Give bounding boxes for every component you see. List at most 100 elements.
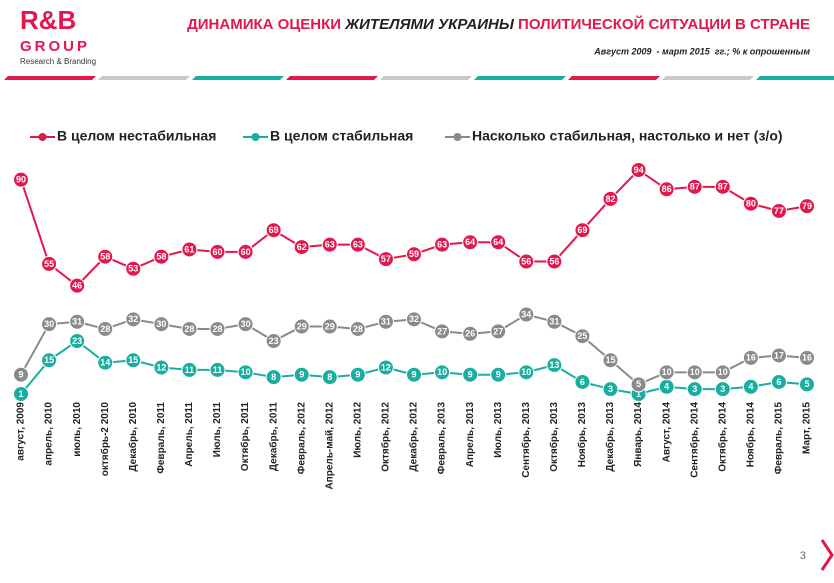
plot: В целом нестабильная В целом стабильная На… (13, 128, 815, 490)
data-label: 8 (271, 372, 276, 382)
data-label: 28 (100, 324, 110, 334)
data-label: 62 (297, 242, 307, 252)
legend-label: В целом стабильная (270, 128, 413, 144)
point (13, 366, 29, 383)
data-label: 10 (241, 367, 251, 377)
point (602, 381, 619, 398)
x-tick-label: Октябрь, 2011 (239, 402, 251, 472)
data-label: 32 (409, 314, 419, 324)
point (153, 359, 170, 376)
point (69, 277, 86, 294)
x-tick-label: Апрель-май, 2012 (324, 402, 335, 490)
point (69, 333, 86, 350)
point (69, 313, 86, 330)
point (406, 366, 422, 383)
data-label: 30 (44, 319, 54, 329)
point (742, 195, 759, 212)
point (349, 366, 366, 383)
point (209, 243, 226, 260)
data-label: 55 (44, 259, 54, 269)
data-label: 3 (692, 384, 697, 394)
data-label: 57 (381, 254, 391, 264)
point (153, 316, 170, 333)
data-label: 15 (128, 355, 138, 365)
point (41, 352, 58, 369)
point (153, 248, 170, 265)
data-label: 28 (184, 324, 194, 334)
x-tick-label: Март, 2015 (802, 402, 813, 454)
point (237, 316, 254, 333)
point (686, 178, 703, 195)
point (770, 347, 787, 364)
point (490, 366, 507, 383)
x-tick-label: Апрель, 2011 (184, 402, 195, 467)
x-tick-label: октябрь-2 2010 (99, 402, 111, 477)
data-label: 8 (327, 372, 332, 382)
point (293, 239, 310, 256)
header-stripe (4, 76, 834, 80)
point (630, 162, 647, 178)
point (602, 352, 619, 369)
point (349, 320, 366, 337)
x-tick-label: Февраль, 2011 (156, 402, 167, 474)
point (490, 323, 507, 340)
point (377, 359, 394, 376)
point (321, 236, 338, 253)
data-label: 46 (72, 280, 82, 290)
point (125, 352, 142, 369)
x-tick-label: Февраль, 2013 (437, 402, 448, 475)
point (770, 373, 787, 390)
x-tick-label: Февраль, 2015 (774, 402, 785, 475)
point (41, 255, 58, 272)
data-label: 6 (580, 377, 585, 387)
x-tick-label: Сентябрь, 2014 (688, 402, 700, 478)
data-label: 6 (776, 377, 781, 387)
data-label: 30 (241, 319, 251, 329)
data-label: 28 (353, 324, 363, 334)
point (742, 349, 759, 366)
point (770, 202, 787, 219)
data-label: 34 (521, 309, 531, 319)
point (799, 349, 815, 366)
x-tick-label: Декабрь, 2013 (604, 402, 616, 472)
data-label: 3 (720, 384, 725, 394)
data-label: 10 (718, 367, 728, 377)
data-label: 60 (241, 247, 251, 257)
title-part: ЖИТЕЛЯМИ УКРАИНЫ (344, 16, 515, 33)
point (714, 364, 731, 381)
data-label: 77 (774, 206, 784, 216)
point (462, 234, 479, 251)
point (686, 364, 703, 381)
point (97, 248, 114, 265)
data-label: 59 (409, 249, 419, 259)
point (518, 253, 535, 270)
point (546, 313, 563, 330)
data-label: 28 (212, 324, 222, 334)
data-label: 87 (690, 182, 700, 192)
data-label: 10 (690, 367, 700, 377)
legend-marker (38, 133, 47, 141)
data-label: 1 (18, 389, 23, 399)
logo-name: R&B (20, 5, 76, 35)
data-label: 63 (325, 240, 335, 250)
x-tick-label: Февраль, 2012 (296, 402, 307, 475)
point (377, 251, 394, 268)
x-tick-label: Июль, 2011 (212, 402, 223, 458)
x-tick-label: Ноябрь, 2013 (576, 402, 588, 468)
point (97, 354, 114, 371)
x-tick-label: Ноябрь, 2014 (744, 402, 756, 468)
subtitle: Август 2009 - март 2015 гг.; % к опрошен… (593, 46, 810, 56)
data-label: 9 (496, 370, 501, 380)
data-label: 26 (465, 329, 475, 339)
point (462, 366, 479, 383)
x-tick-label: Декабрь, 2012 (408, 402, 420, 472)
point (13, 386, 29, 402)
point (293, 366, 310, 383)
x-tick-label: июль, 2010 (72, 402, 83, 457)
data-label: 11 (213, 365, 223, 375)
data-label: 94 (634, 165, 644, 175)
data-label: 27 (437, 326, 447, 336)
data-label: 9 (355, 370, 360, 380)
